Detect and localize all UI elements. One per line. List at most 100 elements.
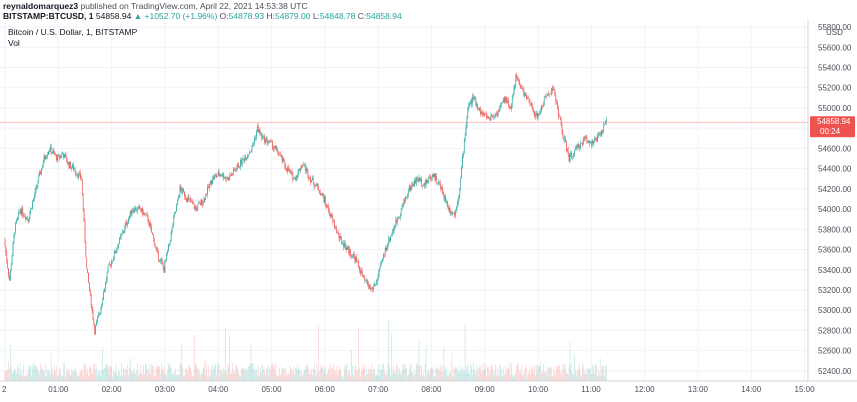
- candle-body: [540, 110, 542, 114]
- candle-body: [249, 152, 251, 153]
- candle-body: [391, 231, 393, 236]
- volume-bar: [464, 324, 466, 381]
- candle-body: [205, 193, 207, 200]
- candle-body: [200, 202, 201, 205]
- volume-bar: [235, 363, 237, 381]
- volume-bar: [125, 369, 127, 381]
- volume-bar: [181, 344, 183, 381]
- volume-bar: [106, 367, 108, 381]
- volume-bar: [73, 370, 74, 381]
- candle-body: [189, 198, 191, 200]
- candle-body: [342, 243, 343, 244]
- candle-body: [321, 193, 323, 195]
- volume-bar: [259, 372, 261, 381]
- x-tick-label: 08:00: [421, 385, 442, 394]
- candle-body: [202, 202, 204, 205]
- volume-bar: [574, 354, 575, 381]
- candle-body: [410, 187, 412, 190]
- volume-bar: [532, 366, 534, 381]
- candle-body: [332, 217, 334, 222]
- volume-bar: [564, 370, 565, 381]
- candle-body: [272, 140, 273, 149]
- volume-bar: [431, 369, 433, 381]
- candle-body: [365, 280, 367, 281]
- volume-bar: [338, 365, 340, 381]
- volume-bar: [328, 369, 329, 381]
- volume-bar: [474, 370, 476, 381]
- volume-bar: [52, 375, 54, 381]
- candlesticks[interactable]: [4, 72, 607, 336]
- candle-body: [366, 280, 367, 281]
- volume-bar: [248, 366, 250, 381]
- candle-body: [316, 183, 318, 186]
- volume-bar: [238, 372, 239, 381]
- candle-body: [307, 170, 309, 178]
- volume-bar: [161, 368, 163, 381]
- candle-body: [477, 104, 478, 110]
- candle-body: [533, 109, 534, 112]
- candle-body: [394, 227, 396, 228]
- volume-bar: [290, 368, 292, 381]
- volume-bar: [25, 374, 26, 381]
- candle-body: [103, 292, 104, 300]
- last-price-tag-countdown: 00:24: [820, 127, 841, 136]
- volume-bar: [435, 368, 437, 381]
- candle-body: [90, 293, 92, 307]
- candle-body: [572, 156, 573, 158]
- volume-bar: [151, 364, 152, 381]
- volume-bar: [364, 363, 366, 381]
- candle-body: [118, 243, 120, 248]
- volume-bar: [379, 363, 381, 381]
- volume-bar: [482, 363, 484, 381]
- volume-bar: [462, 367, 463, 381]
- volume-bar: [145, 363, 146, 381]
- candle-body: [335, 226, 337, 233]
- volume-bar: [493, 374, 494, 381]
- candle-body: [598, 133, 599, 135]
- volume-bar: [534, 365, 535, 381]
- volume-bar: [121, 363, 122, 381]
- candle-body: [295, 177, 296, 181]
- candle-body: [250, 150, 252, 153]
- candle-body: [246, 157, 247, 160]
- volume-bar: [517, 363, 518, 381]
- volume-bar: [42, 371, 44, 381]
- volume-bar: [536, 374, 538, 381]
- volume-bar: [485, 364, 486, 381]
- author-name[interactable]: reynaldomarquez3: [3, 1, 79, 11]
- volume-bar: [300, 376, 302, 381]
- volume-bar: [548, 367, 550, 381]
- volume-bar: [11, 373, 13, 381]
- candle-body: [228, 177, 230, 181]
- volume-bar: [53, 372, 55, 381]
- candle-body: [526, 95, 527, 100]
- volume-bar: [310, 373, 311, 381]
- volume-bar: [574, 369, 576, 381]
- volume-bar: [191, 372, 192, 381]
- candle-body: [380, 263, 382, 267]
- volume-bar: [471, 366, 472, 381]
- candle-body: [54, 152, 56, 155]
- candle-body: [235, 170, 237, 172]
- volume-bar: [341, 375, 343, 381]
- candle-body: [225, 177, 227, 179]
- volume-bar: [334, 370, 335, 381]
- volume-bar: [213, 367, 215, 381]
- volume-bar: [142, 374, 144, 381]
- volume-bar: [186, 374, 188, 381]
- candle-body: [19, 209, 21, 213]
- volume-bar: [152, 366, 153, 381]
- candle-body: [367, 284, 369, 287]
- volume-bar: [539, 367, 541, 381]
- volume-bar: [578, 367, 580, 381]
- volume-bar: [166, 376, 168, 381]
- volume-bar: [266, 368, 268, 381]
- volume-bar: [415, 363, 417, 381]
- candle-body: [518, 79, 519, 81]
- volume-bar: [22, 376, 24, 381]
- volume-bar: [285, 367, 287, 381]
- candle-body: [226, 178, 228, 180]
- volume-bar: [343, 376, 344, 381]
- candle-body: [62, 153, 64, 155]
